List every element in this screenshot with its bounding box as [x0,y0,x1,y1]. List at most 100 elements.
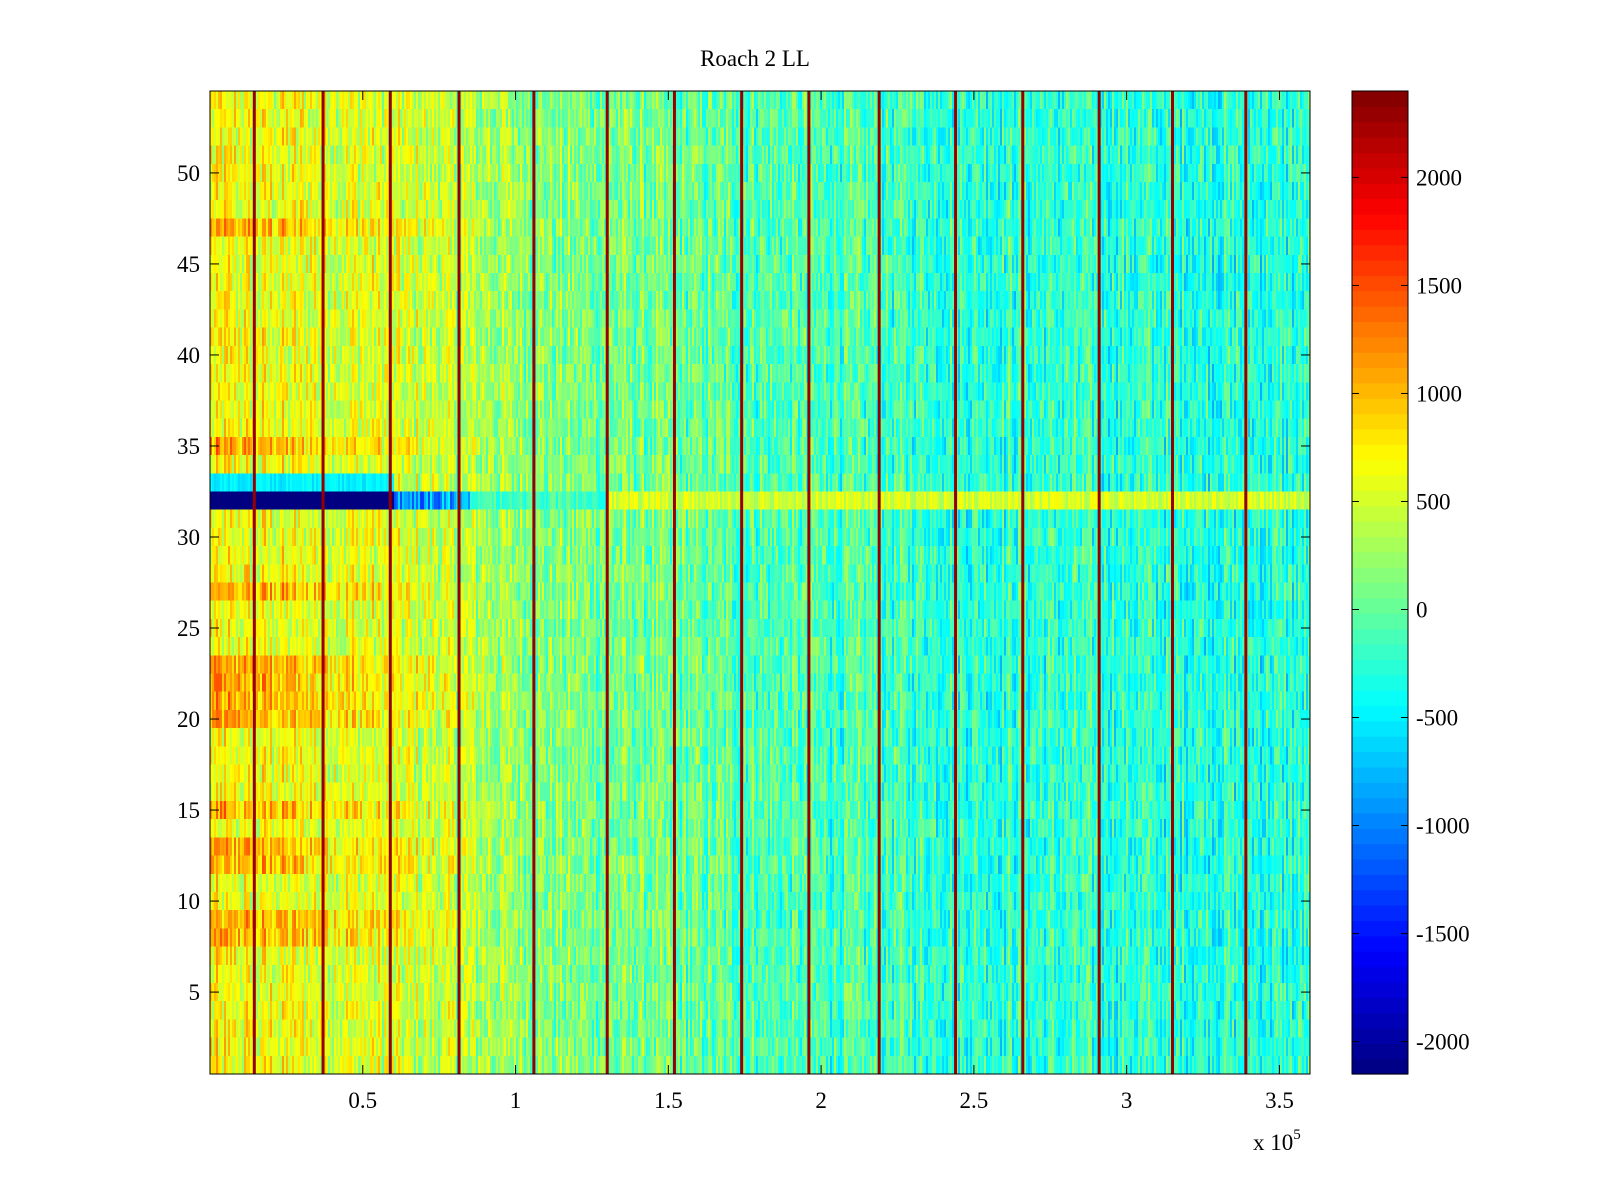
colorbar-step [1352,643,1408,660]
colorbar-tick-label: -1500 [1416,922,1470,947]
colorbar-step [1352,905,1408,922]
colorbar-step [1352,413,1408,430]
spike-column-1 [252,91,256,1074]
colorbar-tick-label: 1500 [1416,273,1462,298]
y-tick-label: 15 [177,798,200,823]
spike-column-13 [1097,91,1101,1074]
colorbar-step [1352,536,1408,553]
colorbar-step [1352,428,1408,445]
colorbar: 2000 1500 1000 500 0 -500 -1000 -1500 -2000 [1351,90,1470,1075]
colorbar-step [1352,352,1408,369]
colorbar-step [1352,229,1408,246]
y-tick-label: 30 [177,525,200,550]
spike-columns [252,91,1248,1074]
colorbar-step [1352,812,1408,829]
colorbar-step [1352,152,1408,169]
colorbar-step [1352,505,1408,522]
spike-column-8 [740,91,744,1074]
colorbar-step [1352,843,1408,860]
x-exponent-base: x 10 [1253,1130,1293,1155]
x-axis: 0.5 1 1.5 2 2.5 3 3.5 [348,91,1294,1113]
x-tick-label: 2 [815,1088,827,1113]
colorbar-step [1352,382,1408,399]
x-tick-label: 1 [510,1088,522,1113]
colorbar-step [1352,997,1408,1014]
spike-column-6 [605,91,609,1074]
colorbar-step [1352,321,1408,338]
y-axis: 5 10 15 20 25 30 35 40 45 50 [177,161,1310,1005]
x-exponent-label: x 105 [1253,1127,1301,1155]
y-tick-label: 25 [177,616,200,641]
colorbar-step [1352,981,1408,998]
spike-column-15 [1244,91,1248,1074]
colorbar-step [1352,782,1408,799]
colorbar-step [1352,828,1408,845]
colorbar-step [1352,597,1408,614]
colorbar-step [1352,167,1408,184]
colorbar-step [1352,474,1408,491]
y-tick-label: 45 [177,252,200,277]
colorbar-step [1352,259,1408,276]
colorbar-step [1352,628,1408,645]
y-tick-label: 10 [177,889,200,914]
colorbar-step [1352,951,1408,968]
colorbar-step [1352,690,1408,706]
spike-column-12 [1021,91,1025,1074]
colorbar-frame [1351,90,1409,1075]
spike-column-9 [807,91,811,1074]
colorbar-step [1352,444,1408,461]
colorbar-step [1352,91,1408,107]
colorbar-step [1352,797,1408,814]
y-tick-label: 35 [177,434,200,459]
y-tick-label: 20 [177,707,200,732]
colorbar-step [1352,736,1408,753]
y-tick-label: 5 [189,980,201,1005]
colorbar-step [1352,213,1408,230]
y-tick-label: 50 [177,161,200,186]
spike-column-4 [457,91,461,1074]
colorbar-step [1352,659,1408,676]
colorbar-step [1352,244,1408,261]
colorbar-step [1352,889,1408,906]
colorbar-tick-label: -2000 [1416,1030,1470,1055]
colorbar-step [1352,674,1408,691]
spike-column-7 [672,91,676,1074]
x-tick-label: 3 [1121,1088,1133,1113]
x-exponent-power: 5 [1293,1127,1301,1143]
colorbar-step [1352,306,1408,322]
colorbar-step [1352,275,1408,292]
colorbar-step [1352,935,1408,952]
colorbar-step [1352,459,1408,476]
colorbar-ticks: 2000 1500 1000 500 0 -500 -1000 -1500 -2000 [1352,165,1470,1055]
colorbar-step [1352,766,1408,783]
colorbar-tick-label: 500 [1416,489,1451,514]
heatmap-plot-area [209,90,1311,1075]
spike-column-10 [877,91,881,1074]
colorbar-step [1352,198,1408,215]
colorbar-step [1352,398,1408,415]
colorbar-tick-label: 1000 [1416,381,1462,406]
colorbar-step [1352,367,1408,384]
colorbar-step [1352,582,1408,599]
spike-column-3 [388,91,392,1074]
spike-column-5 [532,91,536,1074]
colorbar-step [1352,858,1408,875]
colorbar-step [1352,920,1408,937]
spike-column-11 [954,91,958,1074]
colorbar-tick-label: -500 [1416,706,1458,731]
colorbar-gradient [1352,91,1408,1075]
x-tick-label: 1.5 [654,1088,683,1113]
y-tick-label: 40 [177,343,200,368]
colorbar-step [1352,567,1408,584]
colorbar-step [1352,490,1408,507]
colorbar-step [1352,1058,1408,1075]
x-tick-label: 3.5 [1265,1088,1294,1113]
chart-title: Roach 2 LL [700,46,810,71]
colorbar-step [1352,1012,1408,1029]
colorbar-step [1352,751,1408,768]
colorbar-step [1352,137,1408,154]
heatmap-cells [210,91,1310,1074]
x-tick-label: 2.5 [960,1088,989,1113]
colorbar-tick-label: 0 [1416,598,1428,623]
